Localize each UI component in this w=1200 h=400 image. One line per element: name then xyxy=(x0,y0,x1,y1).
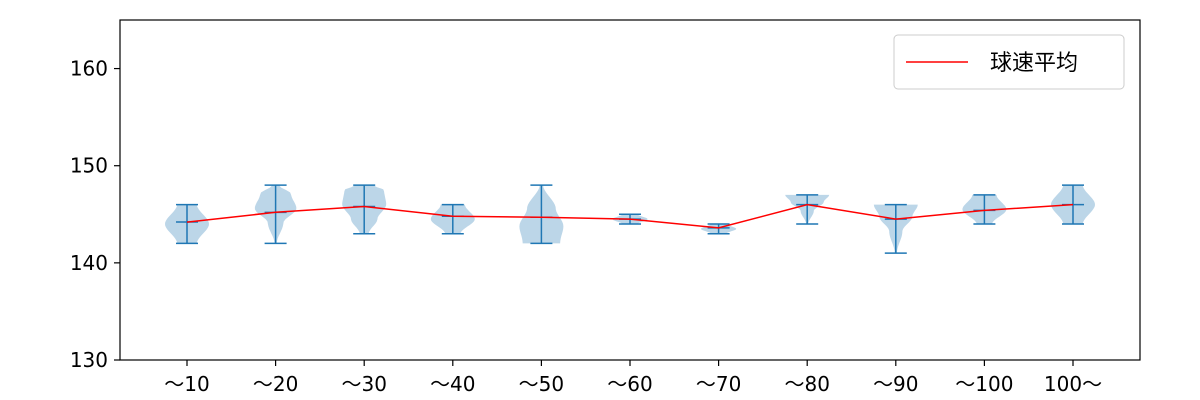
x-tick-label: ～50 xyxy=(519,372,564,396)
x-tick-label: ～80 xyxy=(784,372,829,396)
x-tick-label: ～10 xyxy=(164,372,209,396)
y-tick-label: 160 xyxy=(70,57,108,81)
x-tick-label: ～20 xyxy=(253,372,298,396)
violin-whisker xyxy=(796,194,819,225)
x-tick-label: ～40 xyxy=(430,372,475,396)
x-tick-label: ～60 xyxy=(607,372,652,396)
legend: 球速平均 xyxy=(893,34,1125,90)
y-tick-label: 140 xyxy=(70,251,108,275)
legend-box xyxy=(893,34,1125,90)
x-tick-label: 100～ xyxy=(1044,372,1102,396)
x-tick-label: ～70 xyxy=(696,372,741,396)
y-tick-label: 130 xyxy=(70,348,108,372)
x-tick-label: ～100 xyxy=(955,372,1013,396)
x-tick-label: ～30 xyxy=(341,372,386,396)
x-tick-label: ～90 xyxy=(873,372,918,396)
legend-label: 球速平均 xyxy=(990,51,1078,76)
y-tick-label: 150 xyxy=(70,154,108,178)
mean-line-layer xyxy=(186,203,1074,229)
axes-layer: 130 140 150 160 ～10 ～20 ～30 ～40 ～50 ～60 ～70 ～80 ～90 ～… xyxy=(70,19,1141,396)
violin-whisker xyxy=(176,203,198,245)
mean-speed-line xyxy=(186,203,1074,229)
